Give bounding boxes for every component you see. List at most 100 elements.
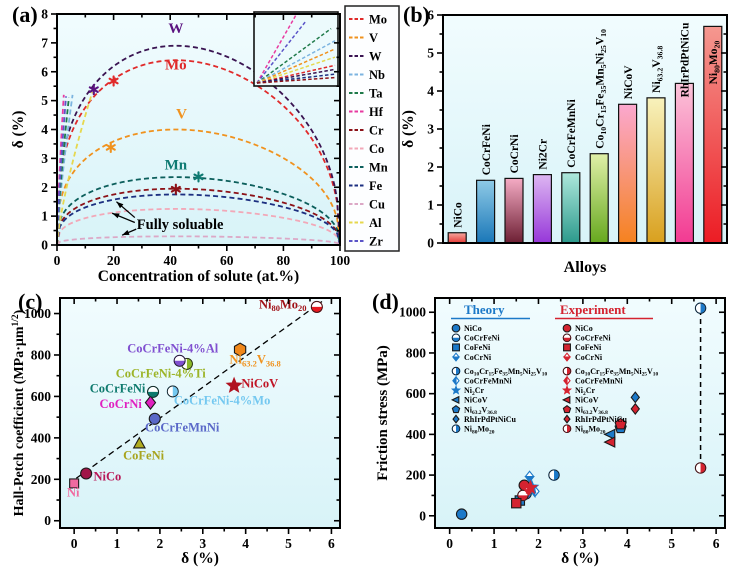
svg-text:Ni2Cr: Ni2Cr <box>575 386 595 397</box>
svg-text:600: 600 <box>406 386 427 401</box>
svg-text:CoFeNi: CoFeNi <box>123 449 164 463</box>
svg-text:2: 2 <box>535 536 542 551</box>
svg-text:CoFeNi: CoFeNi <box>464 343 491 352</box>
svg-text:Alloys: Alloys <box>564 259 607 276</box>
svg-text:0: 0 <box>44 513 51 528</box>
svg-text:V: V <box>176 107 187 123</box>
svg-text:CoCrFeNi: CoCrFeNi <box>90 382 146 396</box>
panel-c-tag: (c) <box>18 289 43 314</box>
svg-text:0: 0 <box>71 536 78 551</box>
svg-text:CoCrFeMnNi: CoCrFeMnNi <box>145 421 220 435</box>
svg-text:2: 2 <box>41 180 48 195</box>
svg-text:6: 6 <box>41 64 48 79</box>
svg-text:NiCoV: NiCoV <box>241 377 278 391</box>
svg-text:Co: Co <box>369 142 384 156</box>
svg-text:Ni2Cr: Ni2Cr <box>538 139 550 170</box>
svg-text:CoCrFeMnNi: CoCrFeMnNi <box>566 99 578 168</box>
svg-text:δ (%): δ (%) <box>561 550 599 567</box>
svg-text:6: 6 <box>427 8 434 23</box>
svg-text:600: 600 <box>31 389 52 404</box>
svg-text:CoCrNi: CoCrNi <box>575 353 603 362</box>
svg-text:CoCrNi: CoCrNi <box>464 353 492 362</box>
svg-text:CoCrFeNi-4%Mo: CoCrFeNi-4%Mo <box>174 394 271 408</box>
svg-text:2: 2 <box>427 160 434 175</box>
svg-text:NiCoV: NiCoV <box>623 65 635 100</box>
svg-text:4: 4 <box>624 536 631 551</box>
svg-text:NiCo: NiCo <box>575 324 593 333</box>
svg-text:1: 1 <box>491 536 498 551</box>
svg-text:5: 5 <box>427 46 434 61</box>
svg-text:NiCo: NiCo <box>93 469 121 483</box>
svg-text:Mn: Mn <box>165 157 188 173</box>
svg-text:NiCoV: NiCoV <box>464 396 488 405</box>
svg-text:5: 5 <box>285 536 292 551</box>
svg-text:0: 0 <box>54 253 61 268</box>
svg-text:Mo: Mo <box>369 13 387 27</box>
svg-text:CoCrFeNi-4%Al: CoCrFeNi-4%Al <box>127 341 218 355</box>
svg-text:6: 6 <box>328 536 335 551</box>
svg-text:60: 60 <box>220 253 234 268</box>
svg-text:3: 3 <box>427 122 434 137</box>
svg-text:1: 1 <box>41 209 48 224</box>
svg-text:Mn: Mn <box>369 161 388 175</box>
svg-text:CoFeNi: CoFeNi <box>575 343 602 352</box>
svg-text:3: 3 <box>580 536 587 551</box>
svg-text:7: 7 <box>41 35 48 50</box>
svg-text:3: 3 <box>199 536 206 551</box>
svg-text:800: 800 <box>406 345 427 360</box>
svg-text:6: 6 <box>713 536 720 551</box>
svg-text:20: 20 <box>107 253 121 268</box>
svg-text:Al: Al <box>369 216 382 230</box>
svg-text:200: 200 <box>406 468 427 483</box>
svg-text:Concentration of solute (at.%): Concentration of solute (at.%) <box>98 268 299 285</box>
svg-text:Fe: Fe <box>369 179 383 193</box>
svg-text:0: 0 <box>419 508 426 523</box>
svg-text:200: 200 <box>31 472 52 487</box>
svg-text:1000: 1000 <box>24 306 51 321</box>
svg-text:W: W <box>168 21 183 37</box>
svg-text:5: 5 <box>41 93 48 108</box>
svg-text:8: 8 <box>41 7 48 22</box>
svg-text:Ta: Ta <box>369 87 383 101</box>
svg-text:1000: 1000 <box>399 305 426 320</box>
svg-text:Cu: Cu <box>369 198 385 212</box>
svg-text:Hf: Hf <box>369 105 384 119</box>
svg-text:Nb: Nb <box>369 68 385 82</box>
svg-text:Co10Cr15Fe35Mn5Ni25V10: Co10Cr15Fe35Mn5Ni25V10 <box>594 29 608 149</box>
svg-text:5: 5 <box>668 536 675 551</box>
panel-b-alloy-delta-bar-chart: NiCo CoCrFeNi CoCrNi Ni2Cr CoCrFeMnNi Co10Cr1… <box>400 8 728 276</box>
svg-text:Co10Cr15Fe35Mn5Ni25V10: Co10Cr15Fe35Mn5Ni25V10 <box>464 367 548 378</box>
svg-text:Experiment: Experiment <box>560 302 626 317</box>
svg-text:RhIrPdPtNiCu: RhIrPdPtNiCu <box>575 415 628 424</box>
svg-text:Ni80Mo20: Ni80Mo20 <box>464 425 495 436</box>
svg-text:100: 100 <box>330 253 351 268</box>
svg-text:CoCrNi: CoCrNi <box>509 134 521 174</box>
svg-text:CoCrFeNi-4%Ti: CoCrFeNi-4%Ti <box>116 366 207 380</box>
svg-text:40: 40 <box>163 253 177 268</box>
svg-text:4: 4 <box>427 84 434 99</box>
svg-text:Ni63.2V36.8: Ni63.2V36.8 <box>464 405 497 416</box>
svg-text:δ (%): δ (%) <box>181 550 219 567</box>
svg-text:400: 400 <box>406 427 427 442</box>
svg-text:0: 0 <box>446 536 453 551</box>
svg-text:NiCoV: NiCoV <box>575 396 599 405</box>
svg-text:δ (%): δ (%) <box>400 110 417 148</box>
svg-text:Cr: Cr <box>369 124 384 138</box>
svg-text:δ (%): δ (%) <box>10 111 27 149</box>
svg-text:Zr: Zr <box>369 235 383 249</box>
svg-text:CoCrFeNi: CoCrFeNi <box>464 334 500 343</box>
svg-text:Ni63.2V36.8: Ni63.2V36.8 <box>229 353 280 369</box>
svg-text:1: 1 <box>427 198 434 213</box>
panel-d-friction-stress-scatter-chart: Theory ExperimentNiCoCoCrFeNiCoFeNiCoCrNi… <box>375 297 726 567</box>
svg-text:CoCrFeMnNi: CoCrFeMnNi <box>464 377 512 386</box>
svg-text:4: 4 <box>41 122 48 137</box>
svg-text:Fully soluable: Fully soluable <box>137 217 224 233</box>
panel-b-tag: (b) <box>403 2 430 27</box>
svg-text:V: V <box>369 31 378 45</box>
svg-text:Co10Cr15Fe35Mn5Ni25V10: Co10Cr15Fe35Mn5Ni25V10 <box>575 367 659 378</box>
svg-text:CoCrFeMnNi: CoCrFeMnNi <box>575 377 623 386</box>
svg-text:Hall-Petch coefficient (MPa·μm: Hall-Petch coefficient (MPa·μm1/2) <box>11 309 27 516</box>
svg-text:3: 3 <box>41 151 48 166</box>
